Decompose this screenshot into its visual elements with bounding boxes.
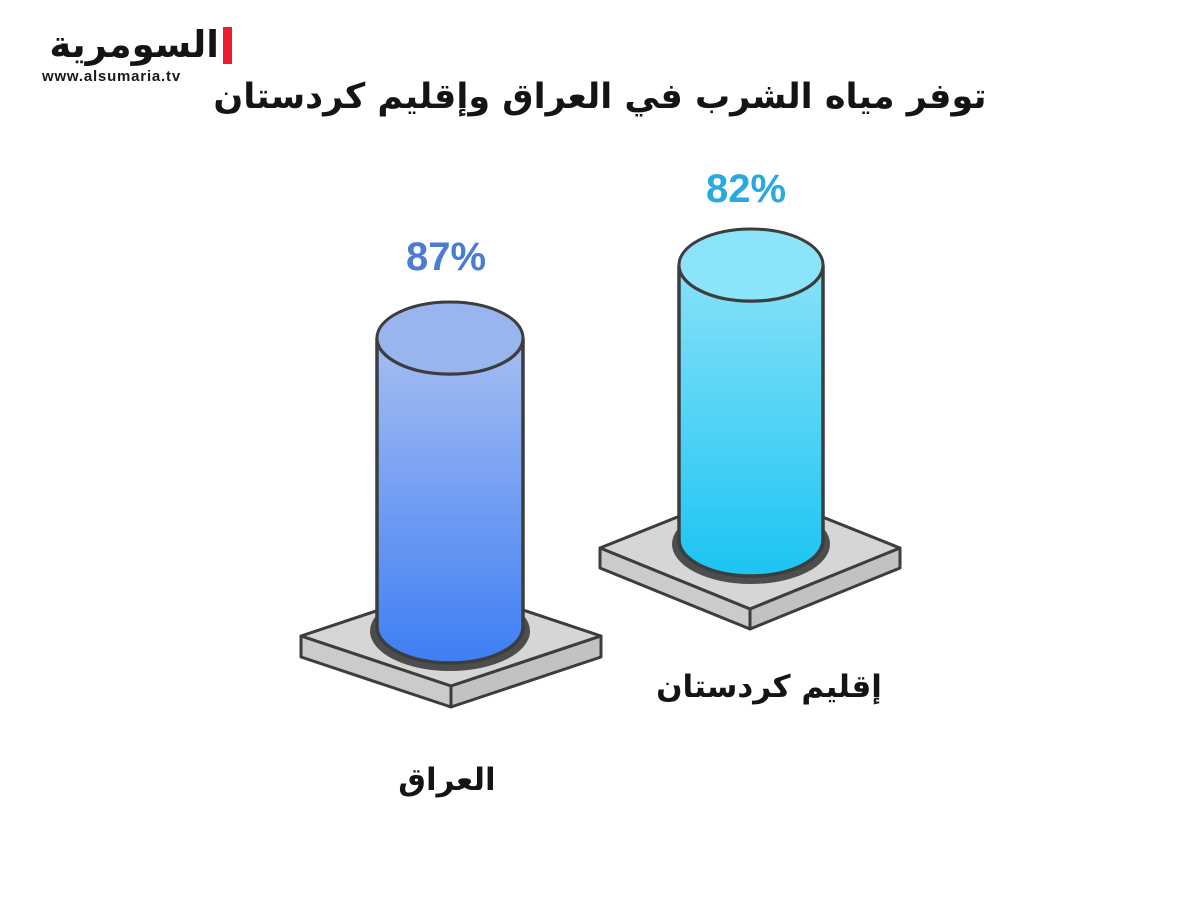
logo-accent-bar xyxy=(223,26,232,64)
logo-wordmark: السومرية xyxy=(49,23,220,66)
value-label-kurdistan: 82% xyxy=(705,167,787,211)
cylinder-body-kurdistan xyxy=(677,264,825,578)
cylinder-cap-kurdistan xyxy=(677,227,825,303)
platform-right-face xyxy=(748,546,902,631)
cylinder-cap-iraq xyxy=(375,300,525,376)
platform-right-face xyxy=(449,634,603,709)
logo-row: السومرية xyxy=(42,23,232,67)
logo-website-url: www.alsumaria.tv xyxy=(42,67,181,85)
bar-kurdistan xyxy=(598,227,902,631)
cylinder-body-iraq xyxy=(375,337,525,665)
value-label-iraq: 87% xyxy=(405,235,487,279)
category-label-kurdistan: إقليم كردستان xyxy=(656,669,882,705)
alsumaria-logo: السومرية www.alsumaria.tv xyxy=(42,23,232,85)
category-label-iraq: العراق xyxy=(398,762,496,798)
chart-title: توفر مياه الشرب في العراق وإقليم كردستان xyxy=(213,77,987,117)
bar-iraq xyxy=(299,300,603,709)
